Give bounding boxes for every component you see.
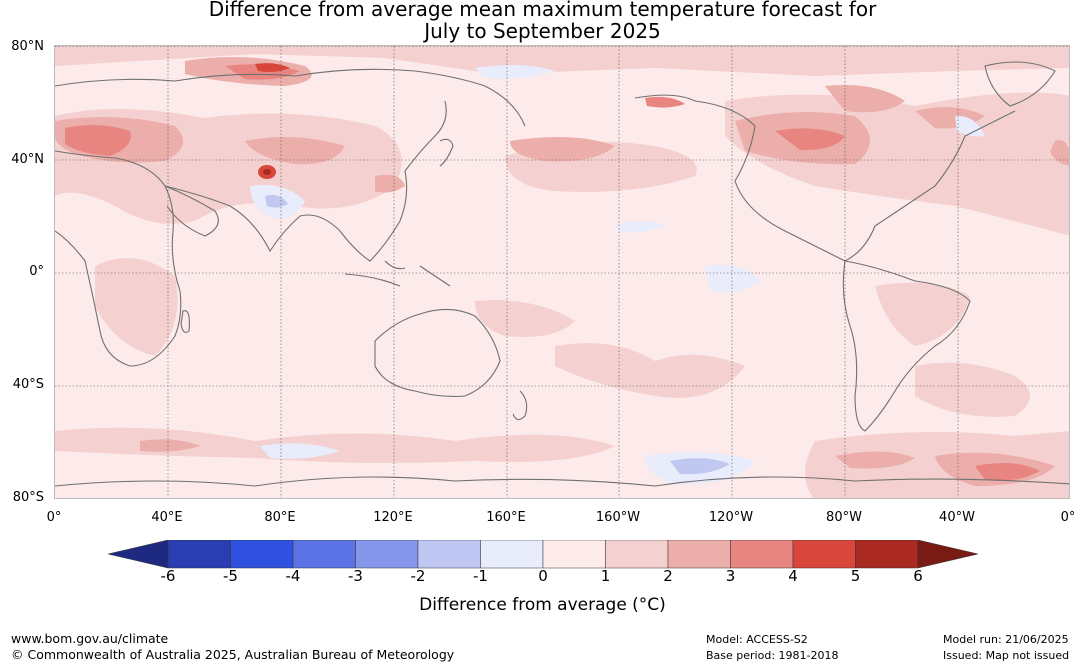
- colorbar-cell: [792, 540, 856, 569]
- colorbar-tick-label: -3: [348, 567, 363, 585]
- colorbar-tick-label: 6: [913, 567, 923, 585]
- colorbar-cell: [542, 540, 606, 569]
- lon-label-40e: 40°E: [151, 510, 183, 525]
- colorbar-tick-label: -6: [160, 567, 176, 585]
- website-text: www.bom.gov.au/climate: [11, 631, 169, 646]
- colorbar-label: Difference from average (°C): [419, 595, 666, 615]
- colorbar-cell: [730, 540, 794, 569]
- lat-label-0: 0°: [29, 264, 44, 279]
- lon-label-80w: 80°W: [826, 510, 862, 525]
- issued-text: Issued: Map not issued: [943, 649, 1070, 662]
- map-title-line-2: July to September 2025: [424, 19, 661, 43]
- base-period-text: Base period: 1981-2018: [706, 649, 839, 662]
- graticule: [55, 46, 1069, 498]
- colorbar-tick-label: 2: [663, 567, 673, 585]
- colorbar-cell: [355, 540, 419, 569]
- colorbar-cell: [230, 540, 294, 569]
- lon-label-120w: 120°W: [708, 510, 754, 525]
- colorbar-tick-label: 4: [788, 567, 798, 585]
- lat-label-40s: 40°S: [12, 377, 44, 392]
- colorbar-extend-high: [917, 540, 978, 569]
- lon-label-0-west: 0°: [46, 510, 62, 525]
- colorbar-cell: [167, 540, 231, 569]
- warm-3-4-areas: [65, 64, 1040, 481]
- map-title-line-1: Difference from average mean maximum tem…: [208, 0, 877, 21]
- colorbar-cell: [417, 540, 481, 569]
- colorbar-tick-label: -5: [223, 567, 238, 585]
- lon-label-80e: 80°E: [264, 510, 296, 525]
- colorbar-tick-label: 3: [725, 567, 736, 585]
- map-canvas: [55, 46, 1069, 498]
- cool-1-2-areas: [265, 195, 730, 475]
- model-run-text: Model run: 21/06/2025: [943, 633, 1069, 646]
- colorbar: [108, 540, 978, 569]
- lon-label-0-east: 0°: [1060, 510, 1076, 525]
- colorbar-tick-label: -4: [285, 567, 301, 585]
- colorbar-cell: [667, 540, 731, 569]
- colorbar-cell: [605, 540, 669, 569]
- colorbar-tick-label: 0: [538, 567, 548, 585]
- lon-label-160e: 160°E: [486, 510, 526, 525]
- colorbar-extend-low: [108, 540, 169, 569]
- lon-label-40w: 40°W: [939, 510, 975, 525]
- warm-1-2-areas: [55, 46, 1069, 498]
- copyright-text: © Commonwealth of Australia 2025, Austra…: [11, 647, 455, 662]
- lat-label-40n: 40°N: [11, 152, 44, 167]
- colorbar-cell: [855, 540, 919, 569]
- model-text: Model: ACCESS-S2: [706, 633, 808, 646]
- warm-5-6-areas: [263, 169, 271, 175]
- colorbar-cell: [292, 540, 356, 569]
- temperature-anomaly-map: [54, 45, 1070, 499]
- lon-label-160w: 160°W: [595, 510, 641, 525]
- lat-label-80n: 80°N: [11, 39, 44, 54]
- colorbar-cell: [480, 540, 544, 569]
- colorbar-tick-label: -1: [473, 567, 488, 585]
- lat-label-80s: 80°S: [12, 490, 44, 505]
- colorbar-tick-label: -2: [410, 567, 426, 585]
- colorbar-tick-label: 5: [850, 567, 861, 585]
- lon-label-120e: 120°E: [373, 510, 413, 525]
- colorbar-tick-label: 1: [600, 567, 611, 585]
